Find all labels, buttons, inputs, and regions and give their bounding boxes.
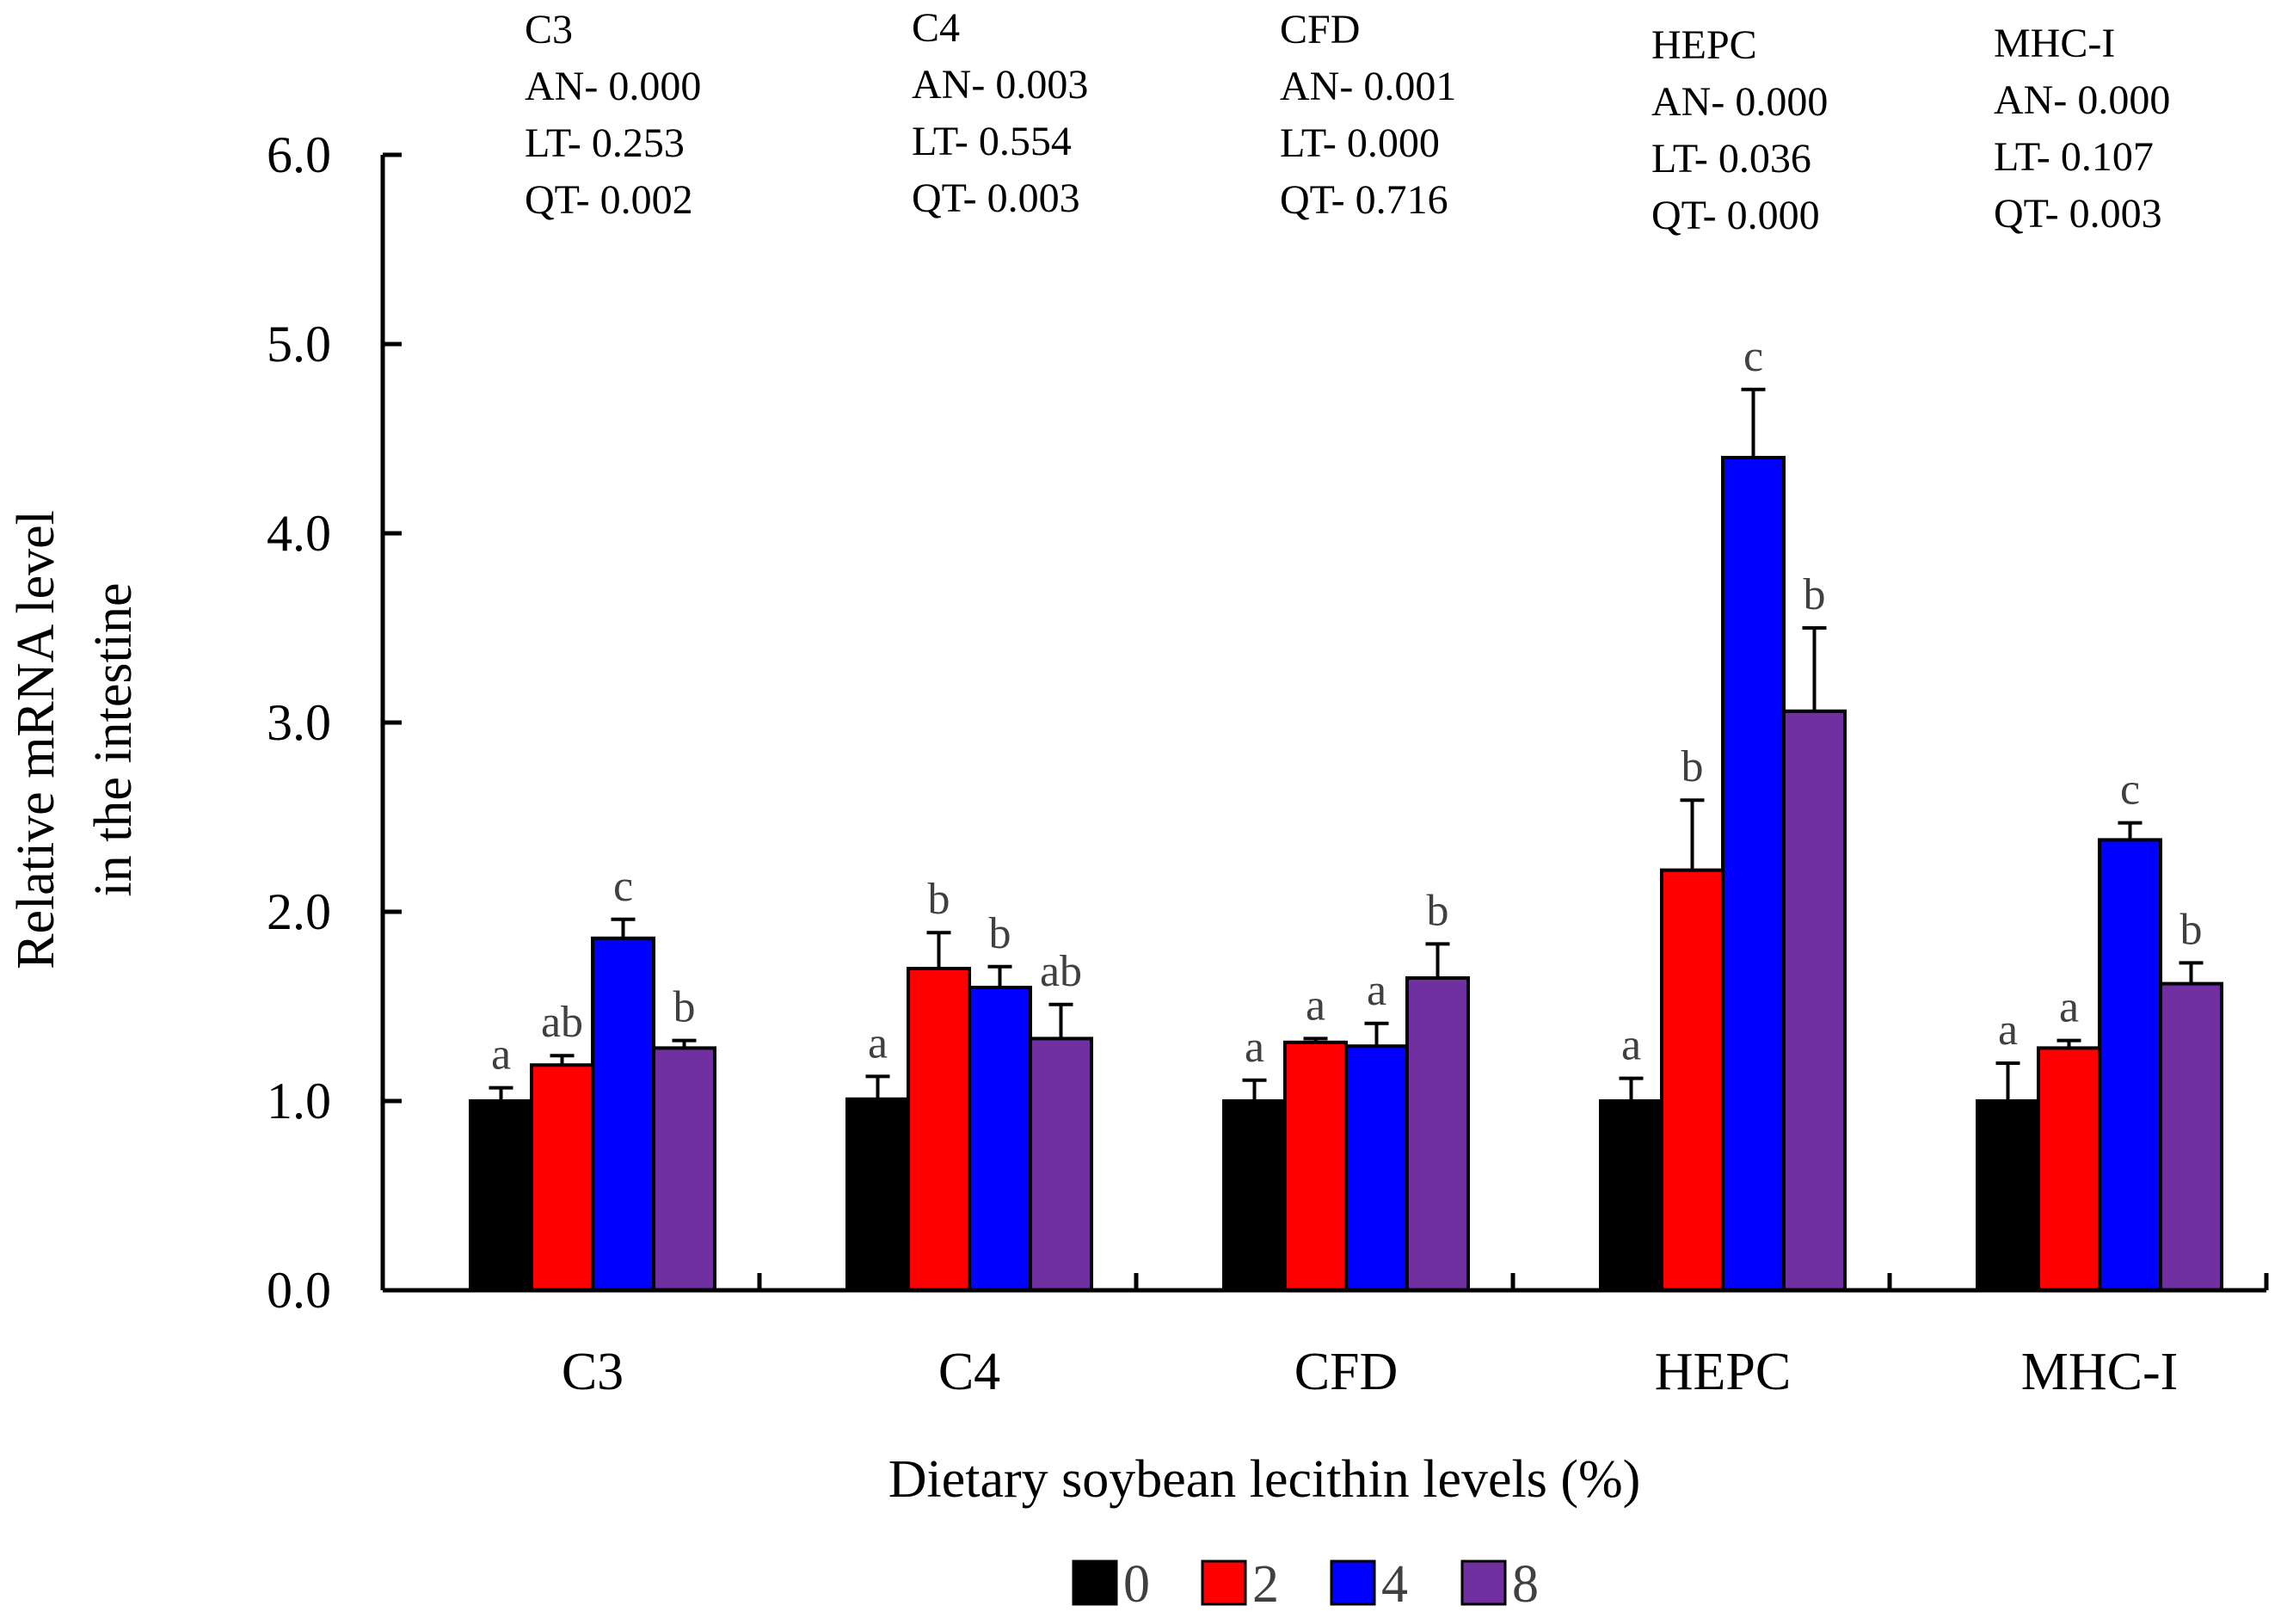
bar [591, 936, 655, 1293]
y-tick-label: 4.0 [267, 505, 331, 562]
annotation-line: AN- 0.003 [912, 62, 1088, 108]
y-tick-label: 0.0 [267, 1262, 331, 1319]
error-bars [489, 387, 2204, 1101]
annotation-block: C4 AN- 0.003 LT- 0.554 QT- 0.003 [912, 5, 1088, 221]
legend-swatch [1460, 1559, 1507, 1606]
annotation-line: LT- 0.253 [525, 120, 685, 166]
significance-letter: a [491, 1030, 511, 1080]
significance-letter: b [2180, 905, 2203, 954]
bar [1405, 976, 1470, 1292]
annotation-block: C3 AN- 0.000 LT- 0.253 QT- 0.002 [525, 7, 701, 223]
legend-label: 0 [1123, 1555, 1150, 1614]
bar [1782, 709, 1847, 1292]
annotation-gene: CFD [1280, 7, 1360, 52]
annotation-line: QT- 0.000 [1651, 193, 1820, 238]
significance-letter: c [1743, 332, 1763, 381]
x-category-label: HEPC [1655, 1343, 1791, 1401]
stat-annotations: C3 AN- 0.000 LT- 0.253 QT- 0.002 C4 AN- 0.003… [525, 5, 2170, 238]
bar [845, 1097, 910, 1293]
significance-letter: a [868, 1018, 888, 1067]
annotation-line: QT- 0.003 [1994, 191, 2162, 237]
legend-swatch [1330, 1559, 1376, 1606]
annotation-line: AN- 0.000 [1651, 79, 1828, 125]
x-category-label: MHC-I [2021, 1343, 2179, 1401]
bar [2037, 1046, 2101, 1293]
annotation-line: QT- 0.002 [525, 177, 693, 223]
bar [652, 1046, 716, 1293]
bar [907, 967, 971, 1292]
significance-letter: b [1427, 886, 1449, 935]
annotation-gene: MHC-I [1994, 21, 2115, 66]
annotation-gene: HEPC [1651, 22, 1757, 68]
legend-label: 8 [1512, 1555, 1539, 1614]
x-category-label: C4 [938, 1343, 1000, 1401]
significance-letter: b [989, 909, 1011, 958]
significance-letter: a [1621, 1021, 1641, 1070]
annotation-gene: C4 [912, 5, 960, 51]
annotation-line: LT- 0.000 [1280, 120, 1440, 166]
annotation-block: MHC-I AN- 0.000 LT- 0.107 QT- 0.003 [1994, 21, 2170, 237]
significance-letter: a [2059, 983, 2079, 1032]
bar [1660, 868, 1724, 1292]
significance-letter: ab [1040, 947, 1082, 996]
annotation-block: CFD AN- 0.001 LT- 0.000 QT- 0.716 [1280, 7, 1456, 223]
annotation-gene: C3 [525, 7, 573, 52]
legend-label: 4 [1381, 1555, 1408, 1614]
bars [469, 456, 2223, 1293]
bar [1283, 1040, 1348, 1293]
significance-letter: a [1367, 966, 1386, 1015]
y-tick-label: 2.0 [267, 883, 331, 940]
significance-letter: b [1681, 742, 1704, 791]
significance-letter: ab [541, 998, 583, 1047]
significance-letter: b [928, 875, 950, 924]
legend-swatch [1201, 1559, 1247, 1606]
bar [1721, 456, 1786, 1292]
y-axis: 0.0 1.0 2.0 3.0 4.0 5.0 6.0 [267, 126, 402, 1319]
significance-letter: a [1245, 1023, 1264, 1072]
significance-letter: b [1804, 570, 1826, 619]
significance-letter: a [1306, 981, 1325, 1030]
annotation-line: LT- 0.036 [1651, 136, 1811, 181]
bar [2159, 981, 2223, 1292]
bar [469, 1099, 533, 1292]
y-tick-label: 3.0 [267, 694, 331, 751]
bar [1976, 1099, 2040, 1292]
annotation-line: QT- 0.716 [1280, 177, 1448, 223]
y-tick-label: 6.0 [267, 126, 331, 183]
y-axis-title-line-1: Relative mRNA level [7, 510, 65, 969]
bar [1029, 1037, 1093, 1293]
bar [1222, 1099, 1287, 1292]
legend-swatch [1072, 1559, 1118, 1606]
annotation-line: AN- 0.000 [1994, 77, 2170, 123]
annotation-line: AN- 0.001 [1280, 64, 1456, 109]
y-tick-label: 1.0 [267, 1073, 331, 1129]
y-tick-label: 5.0 [267, 316, 331, 372]
y-axis-title-line-2: in the intestine [84, 582, 143, 896]
significance-letter: a [1998, 1006, 2018, 1055]
x-category-label: CFD [1294, 1343, 1399, 1401]
legend: 0 2 4 8 [1072, 1555, 1539, 1614]
annotation-line: LT- 0.554 [912, 119, 1072, 164]
x-axis: C3 C4 CFD HEPC MHC-I [383, 1273, 2269, 1401]
legend-label: 2 [1252, 1555, 1279, 1614]
annotation-line: QT- 0.003 [912, 175, 1080, 221]
annotation-block: HEPC AN- 0.000 LT- 0.036 QT- 0.000 [1651, 22, 1828, 238]
annotation-line: LT- 0.107 [1994, 134, 2154, 180]
significance-letter: c [613, 862, 633, 911]
annotation-line: AN- 0.000 [525, 64, 701, 109]
x-category-label: C3 [562, 1343, 624, 1401]
bar [530, 1063, 594, 1292]
bar [968, 986, 1032, 1292]
x-axis-title: Dietary soybean lecithin levels (%) [888, 1450, 1641, 1509]
bar [1599, 1099, 1663, 1292]
significance-letter: c [2120, 766, 2140, 815]
bar [1344, 1044, 1409, 1292]
significance-letter: b [673, 983, 696, 1032]
bar [2098, 838, 2162, 1292]
